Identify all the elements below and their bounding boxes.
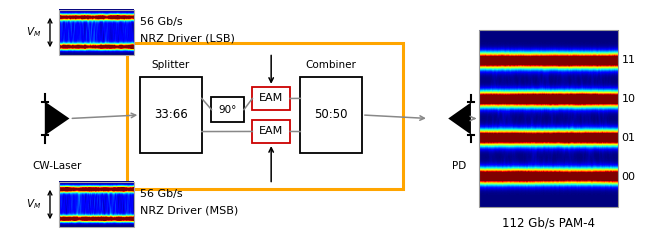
Text: 56 Gb/s: 56 Gb/s [140, 17, 183, 27]
Bar [300, 77, 362, 153]
Text: 112 Gb/s PAM-4: 112 Gb/s PAM-4 [502, 217, 595, 230]
Text: NRZ Driver (MSB): NRZ Driver (MSB) [140, 205, 239, 215]
Bar [252, 120, 290, 143]
Bar [479, 30, 619, 207]
Text: NRZ Driver (LSB): NRZ Driver (LSB) [140, 33, 235, 43]
Text: Splitter: Splitter [152, 60, 190, 70]
Bar [127, 43, 403, 189]
Text: 01: 01 [622, 133, 636, 143]
Polygon shape [448, 102, 471, 135]
Bar [140, 77, 202, 153]
Text: 90°: 90° [218, 105, 237, 115]
Text: EAM: EAM [259, 93, 283, 104]
Text: $V_M$: $V_M$ [27, 198, 42, 211]
Text: 00: 00 [622, 172, 636, 182]
Text: $V_M$: $V_M$ [27, 26, 42, 39]
Text: Combiner: Combiner [306, 60, 357, 70]
Bar [252, 87, 290, 110]
Text: 50:50: 50:50 [315, 109, 348, 122]
Bar [59, 9, 134, 55]
Text: 11: 11 [622, 55, 636, 65]
Text: EAM: EAM [259, 127, 283, 137]
Text: 56 Gb/s: 56 Gb/s [140, 189, 183, 199]
Text: 33:66: 33:66 [154, 109, 188, 122]
Text: 10: 10 [622, 94, 636, 104]
Text: CW-Laser: CW-Laser [32, 161, 82, 171]
Polygon shape [45, 101, 70, 136]
Text: PD: PD [452, 161, 467, 171]
Bar [59, 182, 134, 228]
Bar [211, 97, 244, 122]
